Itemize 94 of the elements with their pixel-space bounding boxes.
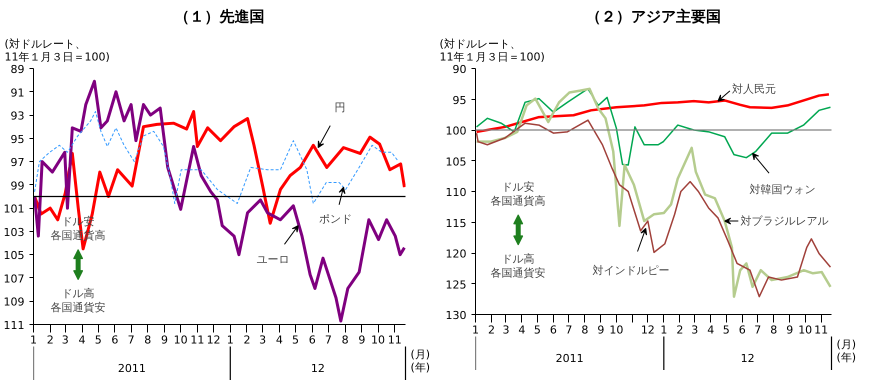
x-tick-label: 10 <box>371 334 386 346</box>
y-tick-label: 103 <box>4 226 25 239</box>
annotation: 対インドルピー <box>592 264 670 277</box>
x-axis-title: (月) <box>836 338 856 352</box>
y-tick-label: 95 <box>10 132 25 146</box>
x-tick-label: 5 <box>94 334 102 346</box>
x-tick-label: 2 <box>676 324 684 336</box>
y-tick-label: 105 <box>4 249 25 262</box>
annotation: ドル高 <box>502 252 535 266</box>
x-tick-label: 9 <box>597 324 604 336</box>
x-tick-label: 5 <box>722 324 730 336</box>
x-tick-label: 7 <box>754 324 762 336</box>
chart-title: （１）先進国 <box>174 8 264 26</box>
y-tick-label: 100 <box>446 124 467 138</box>
y-tick-label: 107 <box>4 272 25 286</box>
x-tick-label: 11 <box>190 334 204 346</box>
y-tick-label: 110 <box>446 186 467 199</box>
chart-title: （２）アジア主要国 <box>586 8 721 26</box>
line-series <box>34 111 399 204</box>
annotation: 円 <box>334 101 346 114</box>
x-tick-label: 4 <box>78 334 86 346</box>
x-tick-label: 4 <box>276 334 283 346</box>
annotation: 対人民元 <box>732 82 776 96</box>
y-tick-label: 109 <box>4 296 25 309</box>
x-tick-label: 8 <box>342 334 349 346</box>
text: 2011 <box>118 362 146 376</box>
y-tick-label: 89 <box>10 63 25 76</box>
x-tick-label: 7 <box>324 334 332 346</box>
y-tick-label: 97 <box>10 156 25 170</box>
y-tick-label: 95 <box>452 94 467 107</box>
annotation: ドル高 <box>62 287 95 300</box>
annotation: 各国通貨高 <box>490 194 546 208</box>
x-tick-label: 3 <box>259 334 266 346</box>
x-tick-label: 5 <box>534 324 541 336</box>
y-tick-label: 125 <box>446 278 467 292</box>
x-tick-label: 3 <box>62 334 69 346</box>
annotation: ドル安 <box>502 180 535 194</box>
text: 2011 <box>556 352 584 366</box>
y-tick-label: 99 <box>10 179 25 192</box>
y-axis-title: (対ドルレート、 11年１月３日＝100) <box>4 38 110 64</box>
x-tick-label: 8 <box>770 324 778 336</box>
y-tick-label: 115 <box>446 216 467 230</box>
y-tick-label: 130 <box>446 309 467 322</box>
x-tick-label: 1 <box>226 334 234 346</box>
x-tick-label: 1 <box>30 334 37 346</box>
x-tick-label: 2 <box>243 334 250 346</box>
annotation: ユーロ <box>256 253 290 266</box>
text: 12 <box>310 362 325 376</box>
y-axis-title: (対ドルレート、 11年１月３日＝100) <box>440 38 545 64</box>
annotation: 対韓国ウォン <box>750 182 816 196</box>
x-tick-label: 9 <box>786 324 794 336</box>
annotation: 対ブラジルレアル <box>740 214 829 228</box>
y-tick-label: 90 <box>452 63 467 76</box>
x-tick-label: 4 <box>707 324 714 336</box>
line-series <box>476 93 830 134</box>
y-tick-label: 120 <box>446 248 467 260</box>
x-tick-label: 3 <box>691 324 698 336</box>
x-tick-label: 8 <box>144 334 152 346</box>
annotation: 各国通貨安 <box>490 266 546 280</box>
x-axis-title: (月) <box>410 348 430 362</box>
y-tick-label: 91 <box>10 86 25 100</box>
x-tick-label: 5 <box>292 334 300 346</box>
x-tick-label: 8 <box>581 324 588 336</box>
x-tick-label: 10 <box>174 334 188 346</box>
text: (年) <box>410 361 430 374</box>
x-tick-label: 9 <box>358 334 366 346</box>
y-tick-label: 93 <box>10 110 25 123</box>
x-tick-label: 6 <box>550 324 557 336</box>
x-tick-label: 12 <box>640 324 655 336</box>
y-tick-label: 101 <box>4 202 25 216</box>
x-tick-label: 3 <box>502 324 510 336</box>
x-tick-label: 7 <box>128 334 135 346</box>
x-tick-label: 1 <box>660 324 668 336</box>
x-tick-label: 6 <box>308 334 316 346</box>
x-tick-label: 6 <box>111 334 118 346</box>
text: 12 <box>740 352 755 366</box>
x-tick-label: 4 <box>518 324 526 336</box>
annotation: ポンド <box>319 212 352 226</box>
x-tick-label: 12 <box>206 334 221 346</box>
annotation: 各国通貨安 <box>50 301 106 314</box>
x-tick-label: 2 <box>46 334 54 346</box>
text: (年) <box>836 351 856 364</box>
x-tick-label: 9 <box>161 334 168 346</box>
x-tick-label: 11 <box>388 334 402 346</box>
x-tick-label: 11 <box>814 324 828 336</box>
line-series <box>476 119 832 298</box>
x-tick-label: 10 <box>798 324 812 336</box>
y-tick-label: 111 <box>4 319 25 332</box>
x-tick-label: 1 <box>472 324 479 336</box>
x-tick-label: 2 <box>488 324 495 336</box>
y-tick-label: 105 <box>446 155 467 168</box>
x-tick-label: 7 <box>565 324 572 336</box>
x-tick-label: 10 <box>609 324 624 336</box>
x-tick-label: 6 <box>738 324 746 336</box>
